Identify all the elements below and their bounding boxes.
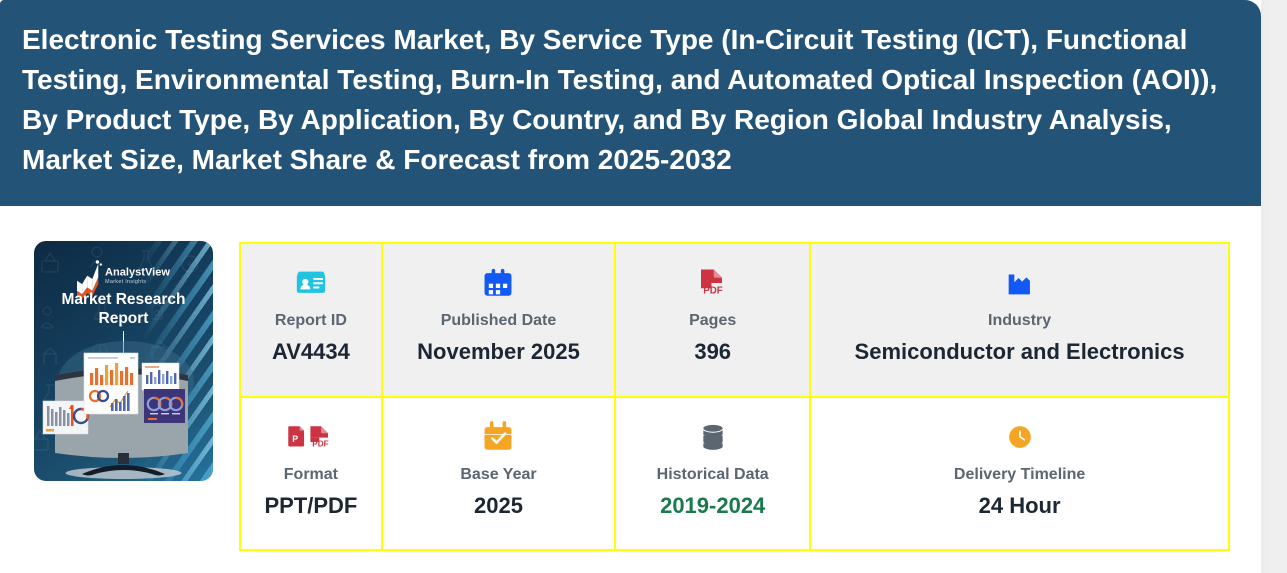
svg-text:Report: Report [99,310,149,327]
svg-text:Market Insights: Market Insights [105,279,146,285]
svg-text:Market Research: Market Research [61,291,185,308]
svg-text:PDF: PDF [703,286,723,297]
svg-text:AnalystView: AnalystView [105,267,170,279]
svg-text:PDF: PDF [312,439,328,448]
svg-text:P: P [292,434,298,444]
